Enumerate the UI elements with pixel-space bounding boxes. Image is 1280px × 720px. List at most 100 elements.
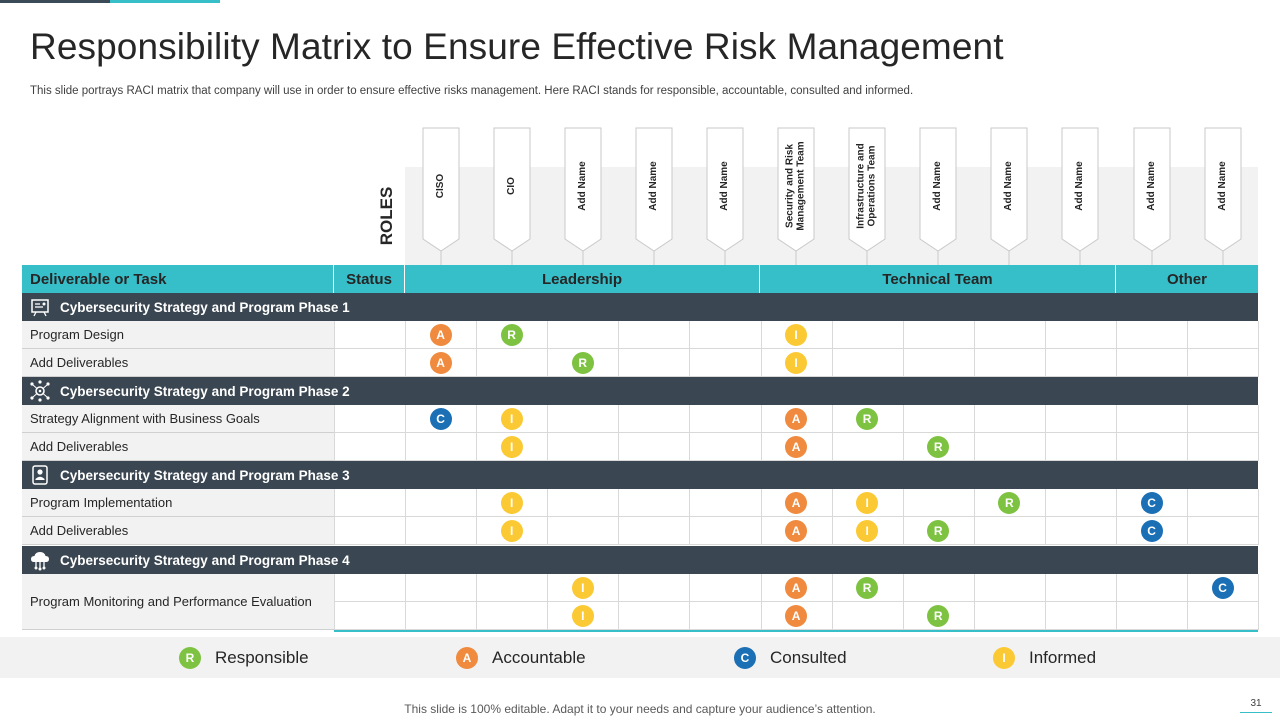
grid-line-horizontal xyxy=(334,601,1258,602)
grid-line-vertical xyxy=(760,321,762,377)
grid-line-vertical xyxy=(689,405,691,461)
raci-badge-i: I xyxy=(571,577,594,599)
task-cell: Add Deliverables xyxy=(22,349,334,377)
raci-badge-i: I xyxy=(856,492,879,514)
footer-note: This slide is 100% editable. Adapt it to… xyxy=(404,702,876,716)
role-card-9: Add Name xyxy=(990,127,1028,265)
raci-badge-a: A xyxy=(785,492,808,514)
grid-line-vertical xyxy=(902,405,904,461)
grid-line-vertical xyxy=(1044,405,1046,461)
header-task: Deliverable or Task xyxy=(22,265,334,293)
grid-line-vertical xyxy=(1116,574,1117,630)
grid-line-vertical xyxy=(1258,321,1260,377)
grid-line-vertical xyxy=(1187,574,1189,630)
status-cell xyxy=(334,349,405,377)
task-cell: Program Monitoring and Performance Evalu… xyxy=(22,574,334,630)
cloud-network-icon xyxy=(29,549,51,571)
raci-badge-r: R xyxy=(856,577,879,599)
legend-label-accountable: Accountable xyxy=(492,647,586,667)
raci-badge-r: R xyxy=(998,492,1021,514)
grid-line-vertical xyxy=(547,489,549,545)
grid-line-vertical xyxy=(1044,321,1046,377)
role-card-11: Add Name xyxy=(1133,127,1171,265)
grid-line-horizontal xyxy=(334,544,1258,545)
grid-line-vertical xyxy=(618,489,620,545)
header-group-leadership: Leadership xyxy=(405,265,760,293)
phase-label: Cybersecurity Strategy and Program Phase… xyxy=(60,552,350,568)
grid-line-vertical xyxy=(760,489,762,545)
phase-row-1: Cybersecurity Strategy and Program Phase… xyxy=(22,293,1258,321)
legend-item-accountable: A Accountable xyxy=(456,637,586,678)
phase-row-4: Cybersecurity Strategy and Program Phase… xyxy=(22,546,1258,574)
role-card-8: Add Name xyxy=(919,127,957,265)
grid-line-vertical xyxy=(1187,321,1189,377)
raci-badge-a: A xyxy=(785,436,808,458)
raci-badge-a: A xyxy=(785,605,808,627)
raci-badge-a: A xyxy=(785,408,808,430)
grid-line-vertical xyxy=(618,321,620,377)
role-label: Add Name xyxy=(647,161,659,211)
role-label: Infrastructure and Operations Team xyxy=(855,143,878,229)
page-number-underline xyxy=(1240,712,1272,713)
raci-badge-c: C xyxy=(429,408,452,430)
grid-line-vertical xyxy=(689,321,691,377)
grid-line-vertical xyxy=(1044,574,1046,630)
task-cell: Program Design xyxy=(22,321,334,349)
raci-badge-i: I xyxy=(500,408,523,430)
raci-badge-c: C xyxy=(1140,520,1163,542)
slide-subtitle: This slide portrays RACI matrix that com… xyxy=(30,85,914,97)
grid-line-vertical xyxy=(1116,405,1117,461)
grid-line-horizontal xyxy=(334,348,1258,349)
role-label: Add Name xyxy=(718,161,730,211)
raci-badge-a: A xyxy=(429,352,452,374)
status-cell xyxy=(334,405,405,433)
phase-label: Cybersecurity Strategy and Program Phase… xyxy=(60,299,350,315)
legend-badge-c: C xyxy=(734,646,756,669)
raci-badge-i: I xyxy=(785,352,808,374)
raci-badge-a: A xyxy=(429,324,452,346)
task-cell: Strategy Alignment with Business Goals xyxy=(22,405,334,433)
grid-line-vertical xyxy=(1116,321,1117,377)
grid-line-vertical xyxy=(760,574,762,630)
raci-badge-i: I xyxy=(785,324,808,346)
network-gear-icon xyxy=(29,380,51,402)
task-cell: Program Implementation xyxy=(22,489,334,517)
grid-line-horizontal xyxy=(334,432,1258,433)
raci-badge-r: R xyxy=(927,605,950,627)
header-group-technical-team: Technical Team xyxy=(760,265,1116,293)
grid-line-vertical xyxy=(405,489,406,545)
phase-row-3: Cybersecurity Strategy and Program Phase… xyxy=(22,461,1258,489)
task-cell: Add Deliverables xyxy=(22,517,334,545)
raci-badge-i: I xyxy=(500,436,523,458)
legend-label-consulted: Consulted xyxy=(770,647,847,667)
raci-badge-r: R xyxy=(571,352,594,374)
grid-line-vertical xyxy=(405,405,406,461)
raci-badge-a: A xyxy=(785,577,808,599)
secure-user-icon xyxy=(29,464,51,486)
header-status: Status xyxy=(334,265,405,293)
grid-line-vertical xyxy=(973,321,975,377)
status-cell xyxy=(334,321,405,349)
grid-line-vertical xyxy=(476,321,478,377)
grid-line-vertical xyxy=(831,489,833,545)
slide-title: Responsibility Matrix to Ensure Effectiv… xyxy=(30,26,1004,67)
grid-line-vertical xyxy=(618,405,620,461)
task-cell: Add Deliverables xyxy=(22,433,334,461)
table-header-row: Deliverable or Task Status Leadership Te… xyxy=(22,265,1258,293)
status-cell xyxy=(334,602,405,630)
grid-line-vertical xyxy=(1258,574,1260,630)
grid-line-vertical xyxy=(689,574,691,630)
role-label: CIO xyxy=(505,177,517,195)
role-label: Add Name xyxy=(1145,161,1157,211)
grid-line-vertical xyxy=(760,405,762,461)
legend-badge-i: I xyxy=(993,646,1015,669)
roles-header-background xyxy=(405,167,1258,265)
role-card-5: Add Name xyxy=(706,127,744,265)
grid-line-vertical xyxy=(902,489,904,545)
grid-line-horizontal xyxy=(334,376,1258,377)
legend-item-consulted: C Consulted xyxy=(734,637,847,678)
role-label: Add Name xyxy=(1216,161,1228,211)
strategy-board-icon xyxy=(29,296,51,318)
grid-line-vertical xyxy=(1258,405,1260,461)
accent-bar-teal xyxy=(110,0,220,3)
